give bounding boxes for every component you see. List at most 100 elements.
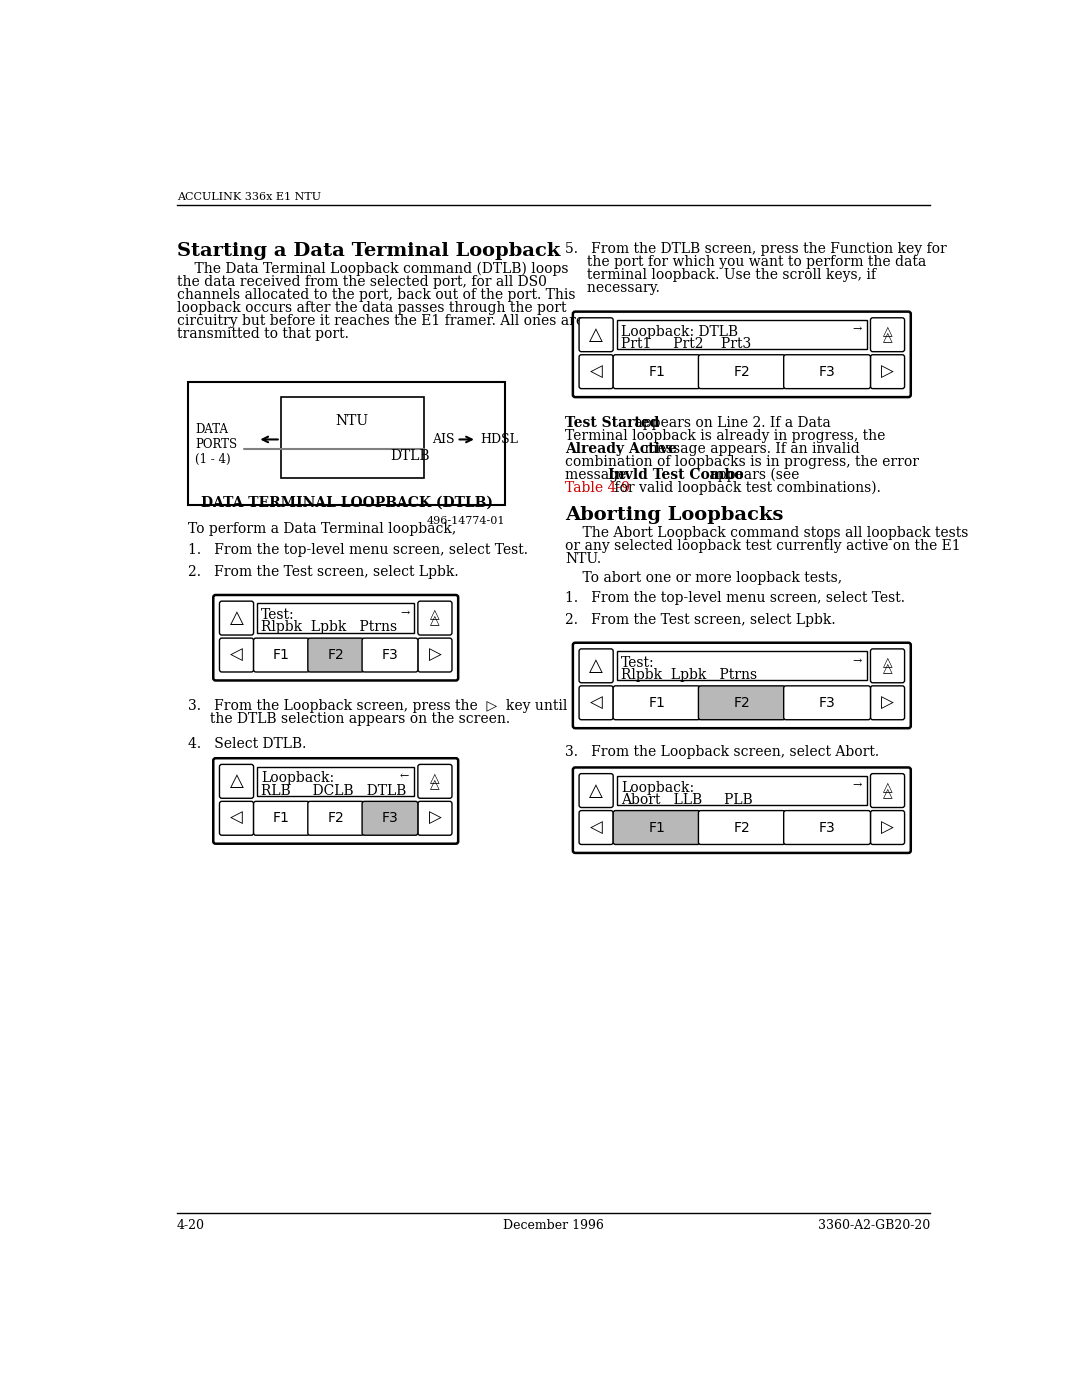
Text: F2: F2 (733, 696, 751, 710)
Text: △: △ (430, 771, 440, 785)
FancyBboxPatch shape (572, 312, 910, 397)
FancyBboxPatch shape (579, 648, 613, 683)
FancyBboxPatch shape (579, 774, 613, 807)
FancyBboxPatch shape (418, 601, 451, 636)
Text: Terminal loopback is already in progress, the: Terminal loopback is already in progress… (565, 429, 886, 443)
Text: △: △ (430, 615, 440, 627)
Text: F3: F3 (381, 648, 399, 662)
FancyBboxPatch shape (699, 355, 785, 388)
Text: Prt1     Prt2    Prt3: Prt1 Prt2 Prt3 (621, 337, 752, 351)
Text: the data received from the selected port, for all DS0: the data received from the selected port… (177, 275, 546, 289)
Text: 496-14774-01: 496-14774-01 (427, 517, 505, 527)
Text: F1: F1 (648, 696, 665, 710)
Text: NTU: NTU (336, 414, 369, 427)
Text: Rlpbk  Lpbk   Ptrns: Rlpbk Lpbk Ptrns (261, 620, 397, 634)
Text: Test:: Test: (261, 608, 295, 622)
Text: or any selected loopback test currently active on the E1: or any selected loopback test currently … (565, 539, 961, 553)
Text: NTU.: NTU. (565, 552, 602, 566)
FancyBboxPatch shape (257, 604, 414, 633)
Text: △: △ (230, 773, 243, 791)
Text: ◁: ◁ (590, 694, 603, 712)
Text: 2.   From the Test screen, select Lpbk.: 2. From the Test screen, select Lpbk. (189, 564, 459, 578)
Text: Loopback:: Loopback: (261, 771, 335, 785)
FancyBboxPatch shape (362, 638, 418, 672)
Text: ACCULINK 336x E1 NTU: ACCULINK 336x E1 NTU (177, 191, 321, 201)
FancyBboxPatch shape (870, 774, 905, 807)
FancyBboxPatch shape (213, 759, 458, 844)
FancyBboxPatch shape (219, 601, 254, 636)
Text: F1: F1 (648, 820, 665, 834)
Text: transmitted to that port.: transmitted to that port. (177, 327, 349, 341)
FancyBboxPatch shape (699, 686, 785, 719)
Text: △: △ (230, 609, 243, 627)
Text: Aborting Loopbacks: Aborting Loopbacks (565, 507, 783, 524)
Text: △: △ (882, 662, 892, 675)
FancyBboxPatch shape (308, 638, 364, 672)
Bar (281, 397, 424, 478)
Text: 1.   From the top-level menu screen, select Test.: 1. From the top-level menu screen, selec… (189, 543, 528, 557)
Text: AIS: AIS (432, 433, 455, 446)
Text: F3: F3 (819, 365, 836, 379)
Text: 1.   From the top-level menu screen, select Test.: 1. From the top-level menu screen, selec… (565, 591, 905, 605)
Text: F3: F3 (819, 696, 836, 710)
Text: 3.   From the Loopback screen, select Abort.: 3. From the Loopback screen, select Abor… (565, 745, 879, 759)
Text: Test Started: Test Started (565, 415, 660, 430)
FancyBboxPatch shape (870, 317, 905, 352)
Text: message appears. If an invalid: message appears. If an invalid (640, 441, 860, 455)
Text: F1: F1 (273, 648, 289, 662)
Text: △: △ (882, 331, 892, 344)
Text: F2: F2 (327, 648, 345, 662)
FancyBboxPatch shape (257, 767, 414, 796)
Text: △: △ (430, 609, 440, 622)
Text: ◁: ◁ (590, 363, 603, 381)
Text: 4.   Select DTLB.: 4. Select DTLB. (189, 738, 307, 752)
FancyBboxPatch shape (219, 802, 254, 835)
FancyBboxPatch shape (784, 355, 870, 388)
Text: Loopback: DTLB: Loopback: DTLB (621, 324, 738, 338)
Text: Test:: Test: (621, 655, 654, 669)
FancyBboxPatch shape (613, 686, 700, 719)
Text: F3: F3 (381, 812, 399, 826)
FancyBboxPatch shape (579, 686, 613, 719)
FancyBboxPatch shape (870, 648, 905, 683)
FancyBboxPatch shape (418, 638, 451, 672)
Text: 3360-A2-GB20-20: 3360-A2-GB20-20 (818, 1218, 930, 1232)
Text: circuitry but before it reaches the E1 framer. All ones are: circuitry but before it reaches the E1 f… (177, 314, 584, 328)
Text: DTLB: DTLB (390, 450, 430, 464)
Text: necessary.: necessary. (565, 281, 660, 295)
Text: Invld Test Combo: Invld Test Combo (608, 468, 743, 482)
Text: RLB     DCLB   DTLB: RLB DCLB DTLB (261, 784, 407, 798)
Text: ◁: ◁ (230, 809, 243, 827)
FancyBboxPatch shape (613, 355, 700, 388)
Text: F2: F2 (327, 812, 345, 826)
Text: for valid loopback test combinations).: for valid loopback test combinations). (610, 481, 881, 496)
Text: To abort one or more loopback tests,: To abort one or more loopback tests, (565, 571, 842, 585)
FancyBboxPatch shape (699, 810, 785, 844)
FancyBboxPatch shape (613, 810, 700, 844)
Text: terminal loopback. Use the scroll keys, if: terminal loopback. Use the scroll keys, … (565, 268, 876, 282)
FancyBboxPatch shape (572, 643, 910, 728)
Text: △: △ (882, 787, 892, 800)
Text: Already Active: Already Active (565, 441, 677, 455)
Text: ◁: ◁ (590, 819, 603, 837)
Text: ▷: ▷ (881, 819, 894, 837)
Text: the port for which you want to perform the data: the port for which you want to perform t… (565, 254, 927, 268)
Text: HDSL: HDSL (481, 433, 518, 446)
Text: F3: F3 (819, 820, 836, 834)
Text: December 1996: December 1996 (503, 1218, 604, 1232)
Text: 3.   From the Loopback screen, press the  ▷  key until: 3. From the Loopback screen, press the ▷… (189, 698, 568, 712)
Text: loopback occurs after the data passes through the port: loopback occurs after the data passes th… (177, 300, 566, 314)
Text: combination of loopbacks is in progress, the error: combination of loopbacks is in progress,… (565, 455, 919, 469)
Text: Rlpbk  Lpbk   Ptrns: Rlpbk Lpbk Ptrns (621, 668, 757, 682)
Text: The Abort Loopback command stops all loopback tests: The Abort Loopback command stops all loo… (565, 525, 969, 539)
Text: △: △ (882, 326, 892, 338)
Text: 5.   From the DTLB screen, press the Function key for: 5. From the DTLB screen, press the Funct… (565, 242, 947, 256)
Text: 2.   From the Test screen, select Lpbk.: 2. From the Test screen, select Lpbk. (565, 613, 836, 627)
Text: ◁: ◁ (230, 645, 243, 664)
Bar (188, 381, 505, 504)
Text: 4-20: 4-20 (177, 1218, 205, 1232)
Text: △: △ (430, 778, 440, 791)
Text: →: → (400, 608, 409, 617)
FancyBboxPatch shape (219, 638, 254, 672)
Text: DATA TERMINAL LOOPBACK (DTLB): DATA TERMINAL LOOPBACK (DTLB) (201, 496, 492, 510)
